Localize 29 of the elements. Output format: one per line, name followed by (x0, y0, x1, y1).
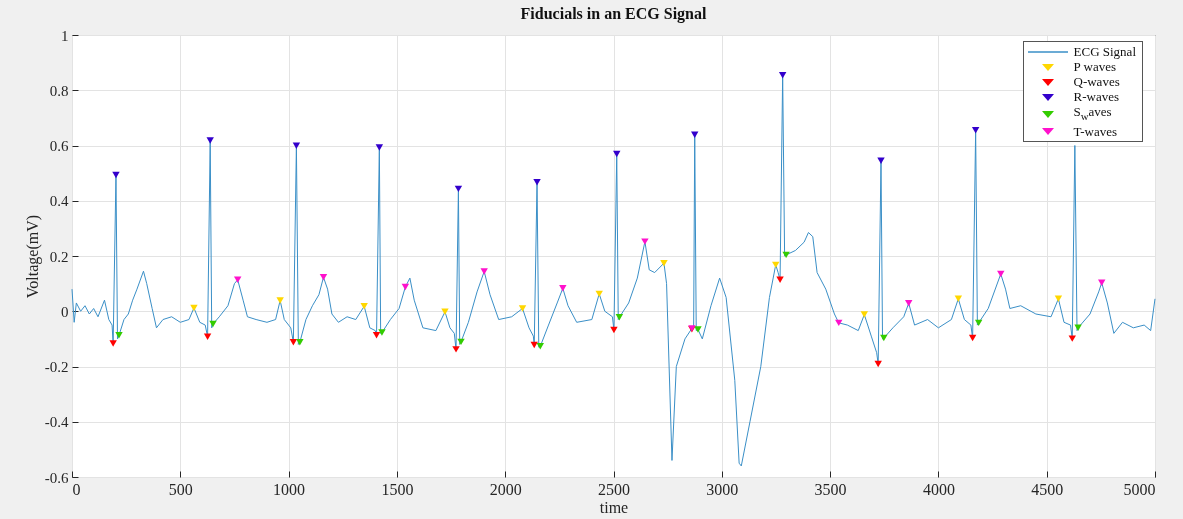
y-tick-label: -0.6 (44, 469, 69, 486)
y-tick-label: 0.8 (49, 82, 69, 99)
legend-label: P waves (1073, 59, 1117, 74)
x-tick-label: 3000 (706, 480, 739, 498)
x-axis-title: time (599, 498, 629, 516)
x-tick-label: 1500 (381, 480, 414, 498)
y-tick-label: 0.6 (49, 138, 69, 154)
y-tick-label: -0.2 (44, 359, 69, 375)
y-tick-label: -0.4 (44, 414, 69, 431)
x-tick-label: 4500 (1031, 480, 1064, 498)
x-tick-label: 1000 (273, 480, 306, 498)
x-tick-label: 0 (72, 480, 81, 498)
x-tick-label: 4000 (922, 480, 955, 498)
x-tick-label: 2500 (598, 480, 630, 498)
x-tick-label: 5000 (1123, 480, 1156, 498)
x-tick-label: 3500 (814, 480, 847, 498)
legend-label: ECG Signal (1073, 44, 1136, 59)
y-tick-label: 0.4 (49, 193, 69, 210)
legend-label: T-waves (1073, 123, 1118, 139)
legend-label: Q-waves (1073, 74, 1120, 89)
x-tick-label: 500 (168, 480, 193, 498)
legend-label: S$_{w}$aves (1073, 104, 1112, 124)
y-axis-title: Voltage(mV) (23, 214, 42, 299)
chart-title: Fiducials in an ECG Signal (520, 5, 707, 23)
x-tick-label: 2000 (489, 480, 522, 498)
y-tick-label: 0 (61, 303, 69, 320)
y-tick-label: 0.2 (49, 248, 69, 265)
legend-label: R-waves (1073, 89, 1120, 104)
y-tick-label: 1 (61, 27, 69, 44)
